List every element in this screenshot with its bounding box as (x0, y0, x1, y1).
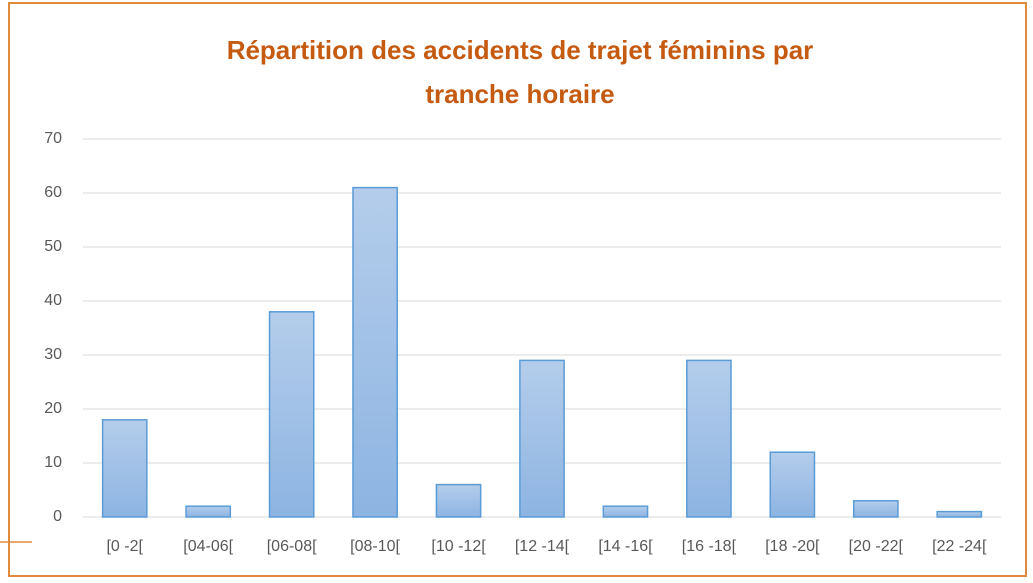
x-tick-label: [06-08[ (267, 538, 317, 555)
bar (602, 505, 649, 518)
y-tick-label: 60 (44, 184, 62, 201)
bar (185, 505, 232, 518)
bar (101, 419, 148, 518)
chart-border (8, 2, 1027, 577)
bar (268, 311, 315, 518)
bar (352, 186, 398, 518)
x-tick-label: [16 -18[ (682, 538, 737, 555)
y-tick-label: 20 (44, 400, 62, 417)
x-tick-label: [14 -16[ (598, 538, 653, 555)
bar (936, 510, 983, 518)
y-tick-label: 70 (44, 130, 62, 147)
bar (852, 500, 899, 518)
y-tick-label: 40 (44, 292, 62, 309)
x-tick-label: [22 -24[ (932, 538, 987, 555)
y-tick-label: 0 (53, 508, 62, 525)
x-tick-label: [20 -22[ (849, 538, 904, 555)
x-tick-label: [0 -2[ (106, 538, 143, 555)
x-tick-label: [12 -14[ (515, 538, 570, 555)
y-tick-label: 30 (44, 346, 62, 363)
y-tick-label: 50 (44, 238, 62, 255)
y-tick-label: 10 (44, 454, 62, 471)
x-tick-label: [08-10[ (350, 538, 400, 555)
x-tick-label: [04-06[ (183, 538, 233, 555)
bar (769, 451, 816, 518)
x-tick-label: [10 -12[ (431, 538, 486, 555)
chart-title: Répartition des accidents de trajet fémi… (226, 35, 814, 109)
bar (686, 359, 732, 518)
bar (519, 359, 565, 518)
bar (435, 483, 482, 518)
x-tick-label: [18 -20[ (765, 538, 820, 555)
